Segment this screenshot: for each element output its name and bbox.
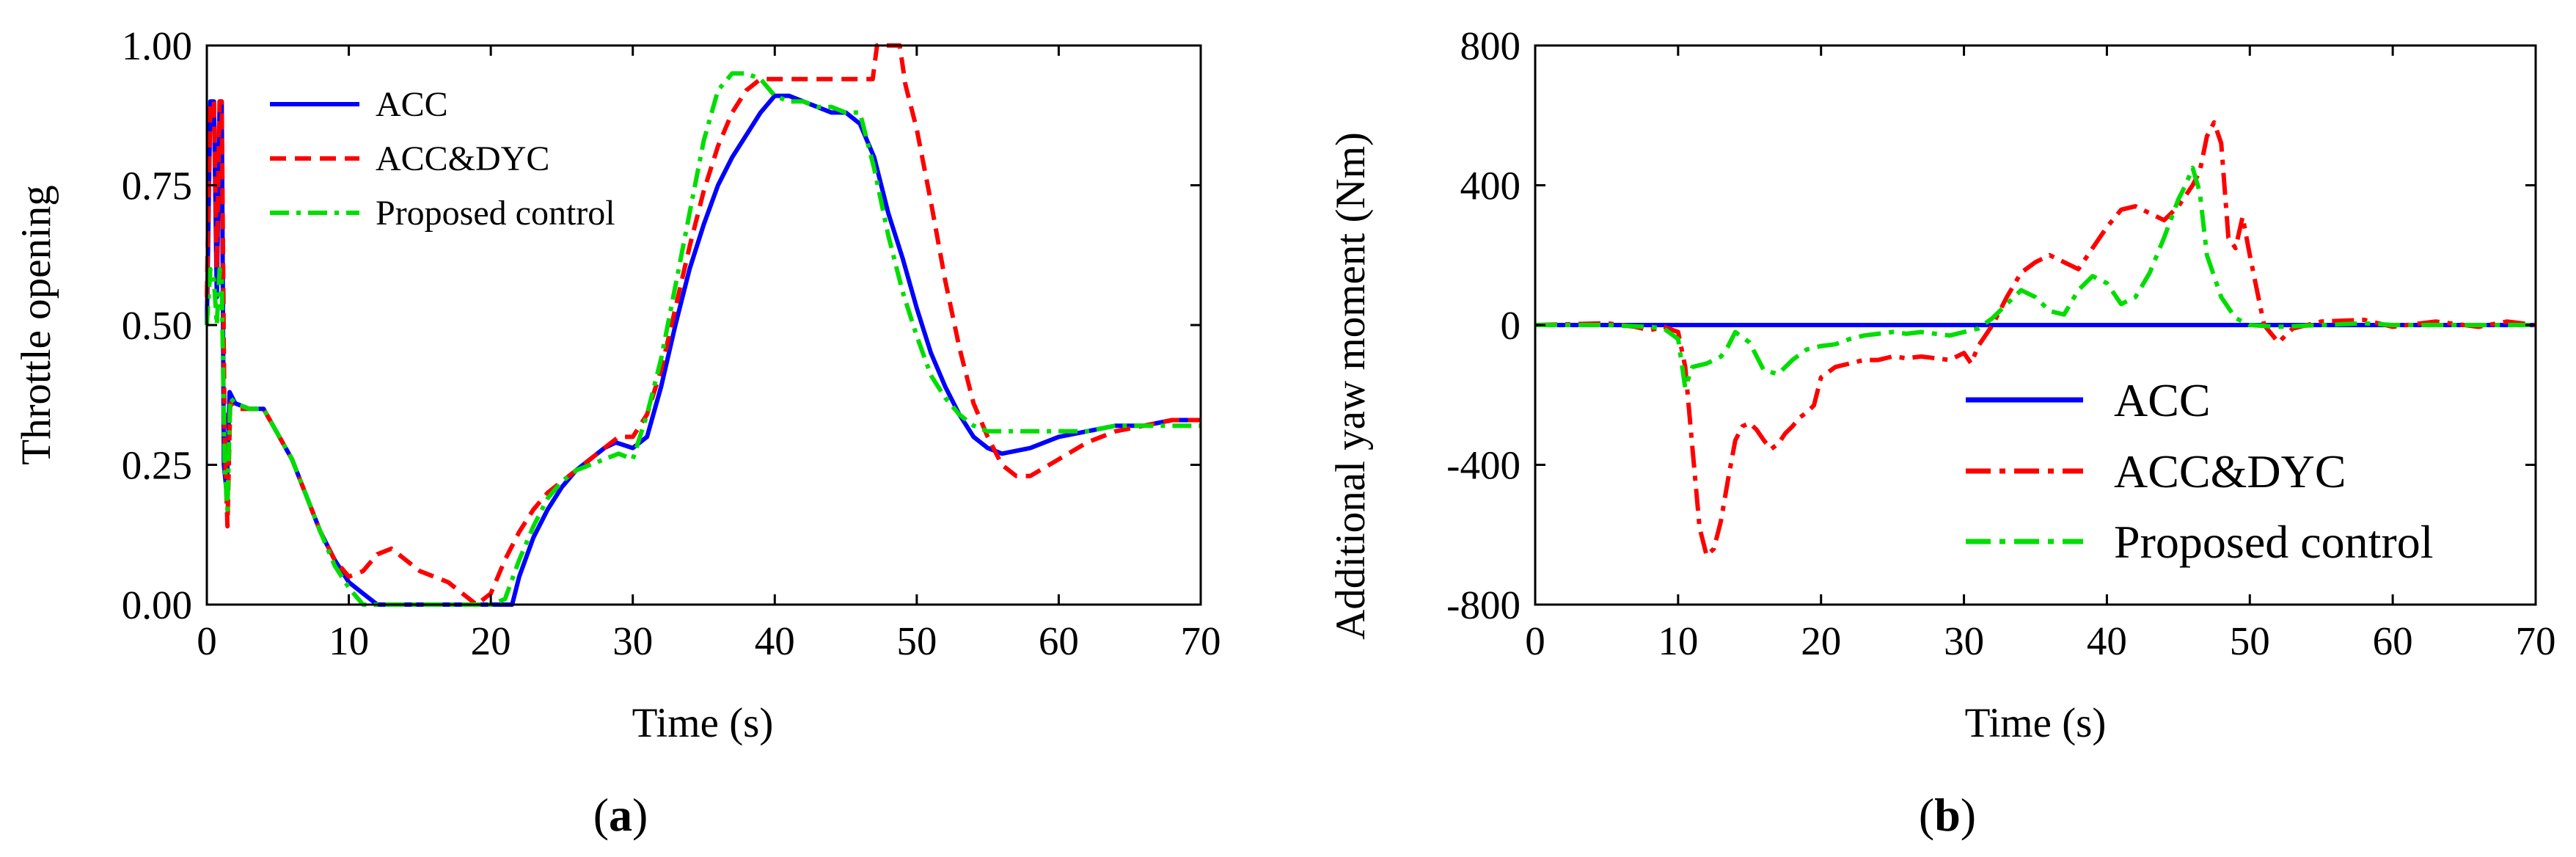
series-line-a-proposed-control bbox=[205, 71, 1201, 607]
legend-a: ACC ACC&DYC Proposed control bbox=[270, 85, 615, 233]
x-tick-label-a-10: 10 bbox=[329, 619, 369, 663]
y-tick-label-b-1: -400 bbox=[1446, 443, 1521, 488]
legend-a-label-accdyc: ACC&DYC bbox=[376, 139, 549, 178]
x-tick-label-a-60: 60 bbox=[1039, 619, 1079, 663]
x-tick-label-b-60: 60 bbox=[2373, 619, 2413, 663]
x-tick-label-a-20: 20 bbox=[471, 619, 511, 663]
series-group-a bbox=[205, 43, 1201, 607]
x-tick-label-a-50: 50 bbox=[896, 619, 937, 663]
x-tick-label-a-70: 70 bbox=[1181, 619, 1221, 663]
x-tick-label-a-0: 0 bbox=[197, 619, 217, 663]
x-tick-label-b-30: 30 bbox=[1944, 619, 1984, 663]
y-axis-title-b: Additional yaw moment (Nm) bbox=[1328, 132, 1374, 640]
y-tick-label-a-1: 0.25 bbox=[122, 443, 192, 488]
y-tick-label-b-3: 400 bbox=[1460, 164, 1521, 208]
x-tick-label-b-40: 40 bbox=[2087, 619, 2127, 663]
plot-area-a bbox=[207, 45, 1201, 605]
y-tick-label-b-0: -800 bbox=[1446, 583, 1521, 627]
legend-b-label-acc: ACC bbox=[2114, 374, 2211, 426]
series-group-b bbox=[1534, 120, 2536, 558]
x-tick-label-b-20: 20 bbox=[1801, 619, 1841, 663]
ticks-group-b: 0 10 20 30 40 50 60 70 -800 -400 0 400 800 bbox=[1446, 23, 2555, 663]
x-tick-label-b-50: 50 bbox=[2230, 619, 2270, 663]
x-tick-label-b-0: 0 bbox=[1525, 619, 1545, 663]
y-tick-label-a-4: 1.00 bbox=[122, 23, 192, 68]
y-tick-label-b-2: 0 bbox=[1501, 303, 1521, 348]
legend-b: ACC ACC&DYC Proposed control bbox=[1966, 374, 2434, 568]
y-tick-label-a-3: 0.75 bbox=[122, 164, 192, 208]
legend-a-label-proposed: Proposed control bbox=[376, 194, 615, 233]
y-tick-label-a-2: 0.50 bbox=[122, 303, 192, 348]
panel-a: 0 10 20 30 40 50 60 70 0.00 0.25 0.50 0.75 1.00 Time… bbox=[13, 23, 1221, 841]
x-axis-title-a: Time (s) bbox=[632, 700, 774, 746]
series-line-a-acc bbox=[205, 93, 1201, 607]
panel-label-a: (a) bbox=[593, 789, 648, 841]
legend-a-label-acc: ACC bbox=[376, 85, 448, 124]
x-tick-label-a-40: 40 bbox=[755, 619, 795, 663]
x-tick-label-b-10: 10 bbox=[1658, 619, 1698, 663]
x-tick-label-b-70: 70 bbox=[2516, 619, 2556, 663]
x-axis-title-b: Time (s) bbox=[1965, 700, 2107, 746]
ticks-group-a: 0 10 20 30 40 50 60 70 0.00 0.25 0.50 0.75 1.00 bbox=[122, 23, 1221, 663]
x-tick-label-a-30: 30 bbox=[612, 619, 653, 663]
series-line-b-proposed-control bbox=[1535, 165, 2536, 390]
y-tick-label-b-4: 800 bbox=[1460, 23, 1521, 68]
panel-label-b: (b) bbox=[1919, 789, 1976, 841]
series-line-b-acc-dyc bbox=[1534, 120, 2536, 558]
legend-b-label-proposed: Proposed control bbox=[2114, 516, 2434, 568]
y-axis-title-a: Throttle opening bbox=[13, 185, 59, 465]
y-tick-label-a-0: 0.00 bbox=[122, 583, 192, 627]
legend-b-label-accdyc: ACC&DYC bbox=[2114, 445, 2346, 497]
